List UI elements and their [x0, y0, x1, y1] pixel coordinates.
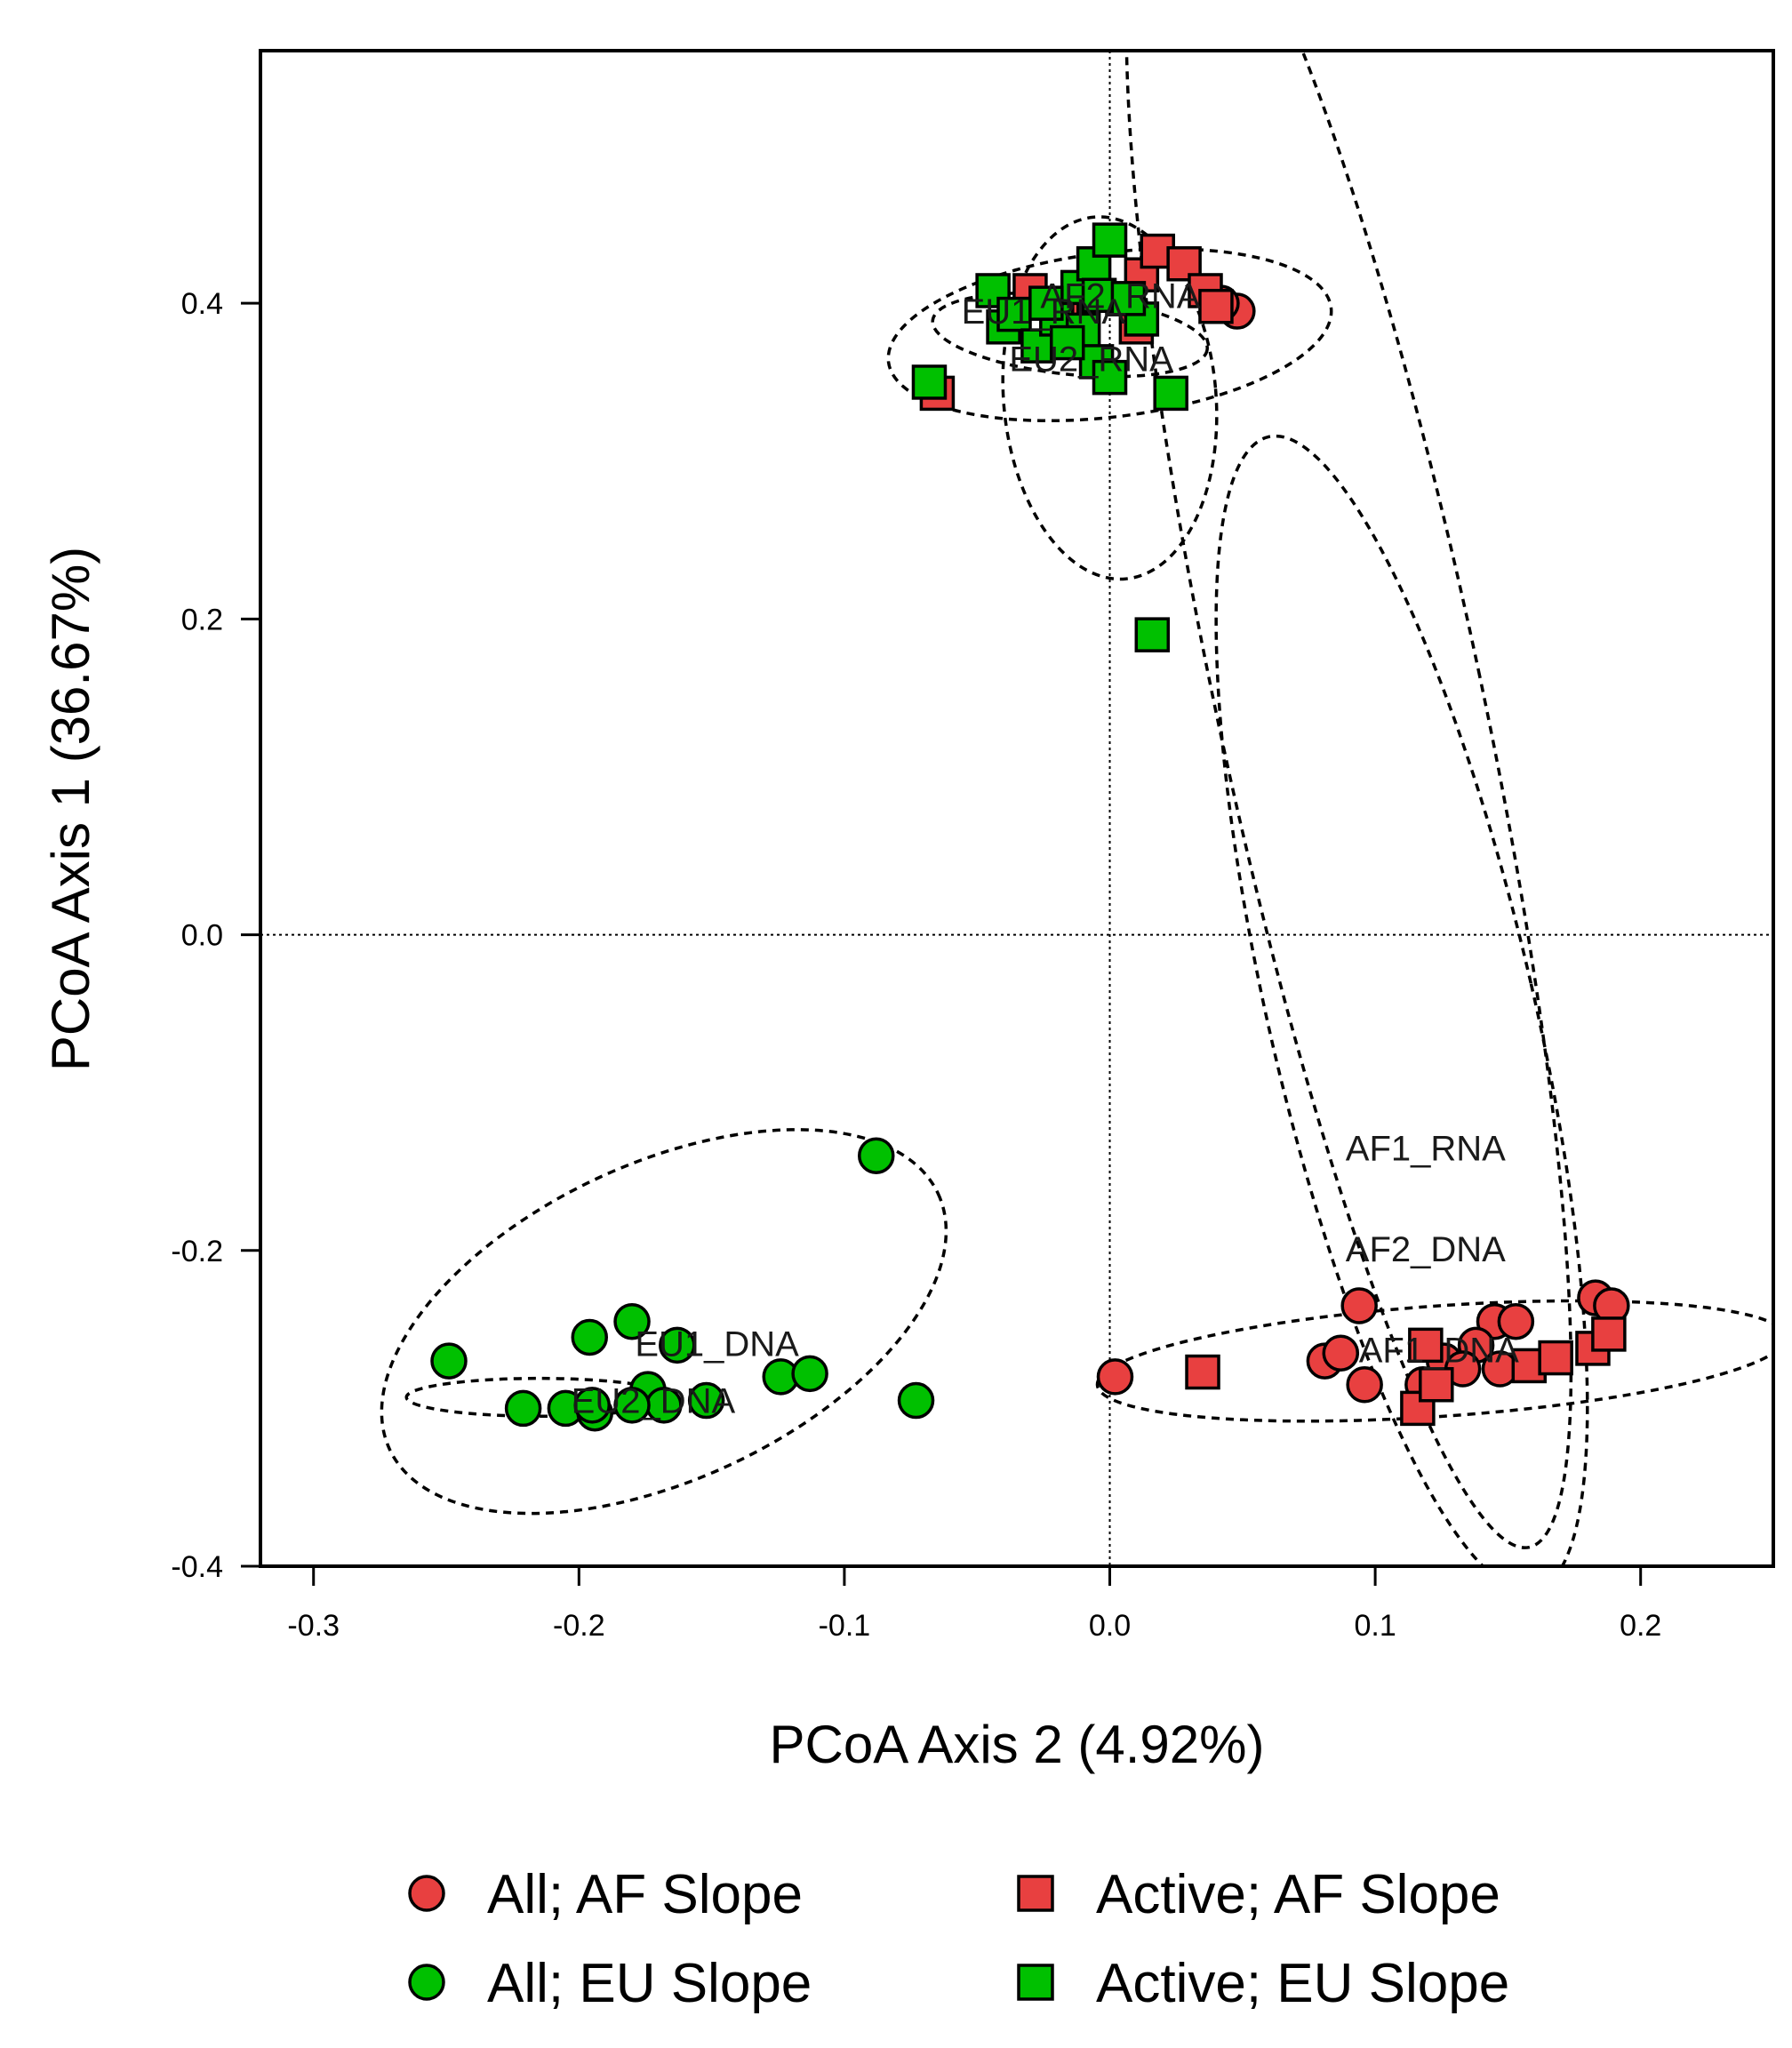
data-point [1092, 222, 1128, 258]
data-point [1408, 1327, 1444, 1364]
confidence-ellipse [380, 1128, 948, 1516]
legend-marker [1017, 1875, 1054, 1912]
data-point [1134, 617, 1171, 652]
legend-label: All; EU Slope [487, 1953, 812, 2014]
data-point [791, 1355, 828, 1393]
y-tick-label: 0.4 [181, 287, 223, 321]
data-point [1346, 1366, 1383, 1404]
confidence-ellipses [380, 51, 1773, 1566]
data-point [504, 1389, 542, 1428]
data-point [911, 364, 948, 400]
group-label: AF2_DNA [1346, 1230, 1506, 1269]
data-point [1198, 288, 1234, 324]
group-label: EU2_RNA [1009, 340, 1173, 379]
data-point [1185, 1354, 1220, 1390]
data-point [1028, 285, 1064, 321]
y-tick-label: -0.2 [171, 1235, 223, 1268]
group-label: EU2_DNA [572, 1382, 736, 1421]
data-points [430, 222, 1630, 1432]
data-point [1153, 375, 1188, 412]
data-point [659, 1326, 696, 1364]
confidence-ellipse [1214, 434, 1589, 1566]
data-point [1419, 1367, 1454, 1403]
group-label: AF1_RNA [1346, 1129, 1506, 1168]
data-point [687, 1381, 725, 1420]
confidence-ellipse [931, 291, 1209, 379]
data-point [1049, 324, 1085, 361]
data-point [573, 1387, 611, 1424]
data-point [1096, 1358, 1134, 1396]
x-tick-label: 0.2 [1620, 1609, 1661, 1643]
data-point [1322, 1334, 1360, 1372]
data-point [1092, 359, 1128, 396]
x-tick-label: -0.3 [287, 1609, 340, 1643]
legend-marker [1017, 1964, 1054, 2001]
data-point [1110, 281, 1147, 316]
group-label: AF2_RNA [1040, 276, 1200, 316]
data-point [1591, 1316, 1627, 1352]
legend-marker [408, 1964, 445, 2001]
confidence-ellipse [1124, 51, 1573, 1549]
x-tick-label: -0.1 [819, 1609, 871, 1643]
data-point [996, 296, 1032, 332]
confidence-ellipse [1095, 1299, 1773, 1423]
x-axis: -0.3 -0.2 -0.1 0.0 0.1 0.2 [287, 1564, 1661, 1643]
group-label: EU1_RNA [962, 292, 1126, 332]
group-label: EU1_DNA [635, 1325, 799, 1364]
legend-label: Active; AF Slope [1096, 1864, 1500, 1925]
y-tick-label: 0.2 [181, 603, 223, 636]
x-tick-label: 0.0 [1089, 1609, 1131, 1643]
group-label: AF1_DNA [1359, 1332, 1519, 1371]
data-point [1497, 1302, 1535, 1340]
x-tick-label: 0.1 [1354, 1609, 1396, 1643]
x-axis-title: PCoA Axis 2 (4.92%) [770, 1715, 1265, 1774]
legend-marker [408, 1875, 445, 1912]
data-point [1340, 1287, 1378, 1324]
confidence-ellipse [1001, 215, 1219, 581]
legend: All; AF Slope Active; AF Slope All; EU Slo… [408, 1864, 1509, 2014]
data-point [613, 1387, 651, 1424]
data-point [430, 1342, 468, 1380]
data-point [613, 1302, 651, 1340]
data-point [1538, 1340, 1573, 1376]
y-tick-label: -0.4 [171, 1550, 223, 1584]
data-point [571, 1318, 609, 1356]
legend-label: Active; EU Slope [1096, 1953, 1509, 2014]
y-tick-label: 0.0 [181, 919, 223, 953]
data-point [897, 1381, 935, 1420]
y-axis: -0.4 -0.2 0.0 0.2 0.4 [171, 287, 260, 1584]
x-tick-label: -0.2 [553, 1609, 605, 1643]
y-axis-title: PCoA Axis 1 (36.67%) [41, 547, 100, 1071]
legend-label: All; AF Slope [487, 1864, 803, 1925]
data-point [857, 1137, 895, 1174]
